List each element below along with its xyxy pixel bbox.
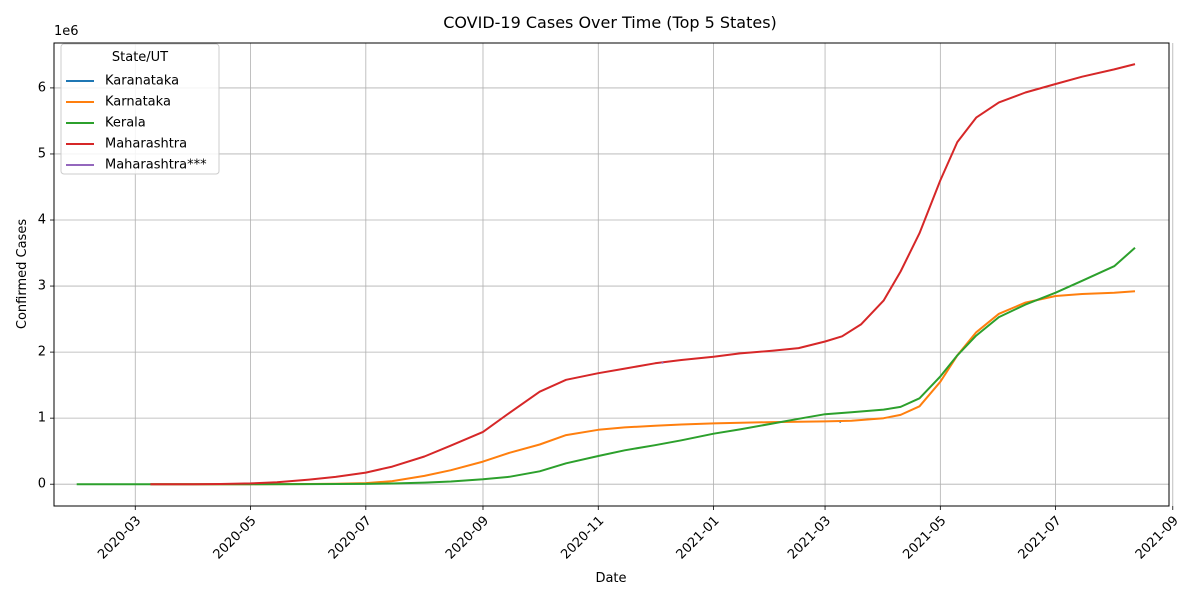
y-tick-label: 5 (38, 146, 46, 161)
legend-label: Maharashtra (105, 137, 187, 152)
plot-area-frame (53, 42, 1170, 507)
y-tick-label: 4 (38, 213, 46, 228)
legend-label: Kerala (105, 116, 146, 131)
y-tick-label: 3 (38, 279, 46, 294)
legend-label: Karanataka (105, 74, 179, 89)
series-layer (76, 63, 1136, 486)
y-multiplier-label: 1e6 (54, 24, 79, 39)
series-line-maharashtra (150, 63, 1136, 486)
y-tick-label: 6 (38, 80, 46, 95)
chart-title: COVID-19 Cases Over Time (Top 5 States) (443, 13, 777, 32)
y-axis-label: Confirmed Cases (15, 219, 30, 329)
series-point-maharashtra (661, 361, 664, 364)
y-tick-label: 0 (38, 477, 46, 492)
legend-title: State/UT (112, 50, 168, 65)
y-axis: 0 1 2 3 4 5 6 (38, 80, 54, 492)
legend-label: Karnataka (105, 95, 171, 110)
x-axis-label: Date (595, 571, 626, 586)
y-tick-label: 2 (38, 345, 46, 360)
y-tick-label: 1 (38, 411, 46, 426)
grid-lines (54, 43, 1174, 506)
legend-items: Karanataka Karnataka Kerala Maharashtra Maha… (66, 74, 207, 173)
series-line-karnataka (150, 290, 1136, 486)
series-line-kerala (76, 247, 1136, 486)
legend-label: Maharashtra*** (105, 158, 207, 173)
legend-box (60, 43, 220, 175)
legend: State/UT Karanataka Karnataka Kerala Mahara… (60, 43, 220, 175)
